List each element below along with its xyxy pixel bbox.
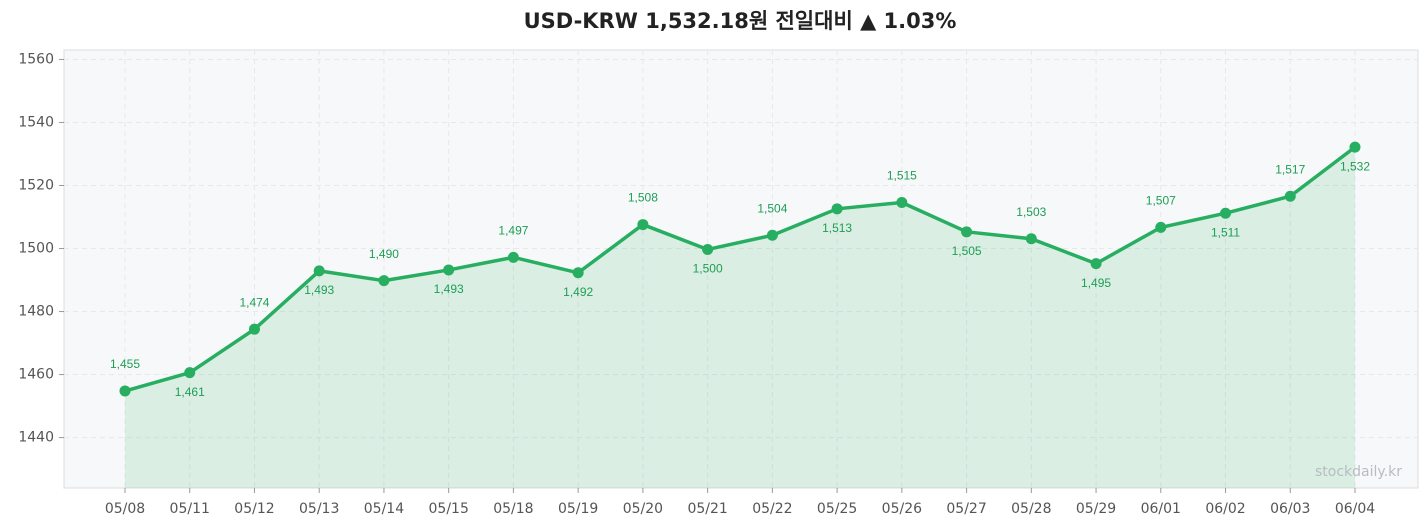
x-tick-label: 05/21 (687, 501, 727, 517)
x-tick-label: 05/12 (234, 501, 274, 517)
data-label: 1,508 (628, 191, 658, 205)
point (1025, 233, 1037, 245)
point (1155, 221, 1167, 233)
point (1349, 141, 1361, 153)
data-label: 1,503 (1016, 205, 1046, 219)
data-label: 1,497 (498, 224, 528, 238)
x-tick-label: 06/01 (1141, 501, 1181, 517)
point (507, 251, 519, 263)
plot-area (63, 49, 1419, 489)
x-tick-label: 05/22 (752, 501, 792, 517)
point (443, 264, 455, 276)
data-label: 1,493 (434, 282, 464, 296)
point (831, 203, 843, 215)
x-tick-label: 05/20 (623, 501, 663, 517)
data-label: 1,513 (822, 221, 852, 235)
x-tick-label: 05/13 (299, 501, 339, 517)
x-tick-label: 06/04 (1335, 501, 1375, 517)
watermark: stockdaily.kr (1315, 464, 1402, 480)
y-tick-label: 1480 (18, 304, 54, 320)
point (896, 197, 908, 209)
data-label: 1,490 (369, 247, 399, 261)
data-label: 1,492 (563, 285, 593, 299)
point (1090, 258, 1102, 270)
y-tick-label: 1520 (18, 177, 54, 193)
y-tick-label: 1460 (18, 367, 54, 383)
point (637, 219, 649, 231)
data-label: 1,493 (304, 283, 334, 297)
x-tick-label: 05/19 (558, 501, 598, 517)
y-tick-label: 1540 (18, 114, 54, 130)
point (119, 385, 131, 397)
point (1220, 207, 1232, 219)
data-label: 1,505 (952, 244, 982, 258)
x-tick-label: 05/18 (493, 501, 533, 517)
point (572, 267, 584, 279)
x-tick-label: 05/08 (105, 501, 145, 517)
x-tick-label: 05/14 (364, 501, 404, 517)
data-label: 1,495 (1081, 276, 1111, 290)
data-label: 1,532 (1340, 159, 1370, 173)
point (184, 367, 196, 379)
point (766, 229, 778, 241)
data-label: 1,455 (110, 357, 140, 371)
y-tick-label: 1440 (18, 430, 54, 446)
point (313, 265, 325, 277)
line (124, 145, 1357, 393)
data-label: 1,461 (175, 385, 205, 399)
data-label: 1,507 (1146, 194, 1176, 208)
x-tick-label: 06/03 (1270, 501, 1310, 517)
point (961, 226, 973, 238)
y-tick-label: 1500 (18, 241, 54, 257)
point (378, 275, 390, 287)
data-label: 1,474 (239, 295, 269, 309)
x-tick-label: 05/25 (817, 501, 857, 517)
data-label: 1,515 (887, 169, 917, 183)
data-label: 1,511 (1211, 225, 1240, 239)
data-label: 1,500 (693, 262, 723, 276)
point (248, 323, 260, 335)
data-label: 1,517 (1275, 162, 1305, 176)
x-tick-label: 05/26 (882, 501, 922, 517)
point (702, 243, 714, 255)
data-label: 1,504 (757, 201, 787, 215)
x-tick-label: 05/11 (170, 501, 210, 517)
y-tick-label: 1560 (18, 51, 54, 67)
x-tick-label: 05/28 (1011, 501, 1051, 517)
x-tick-label: 05/29 (1076, 501, 1116, 517)
chart-title: USD-KRW 1,532.18원 전일대비 ▲ 1.03% (524, 9, 957, 33)
area (125, 147, 1355, 488)
point (1284, 190, 1296, 202)
x-tick-label: 05/15 (429, 501, 469, 517)
x-tick-label: 05/27 (946, 501, 986, 517)
x-tick-label: 06/02 (1205, 501, 1245, 517)
